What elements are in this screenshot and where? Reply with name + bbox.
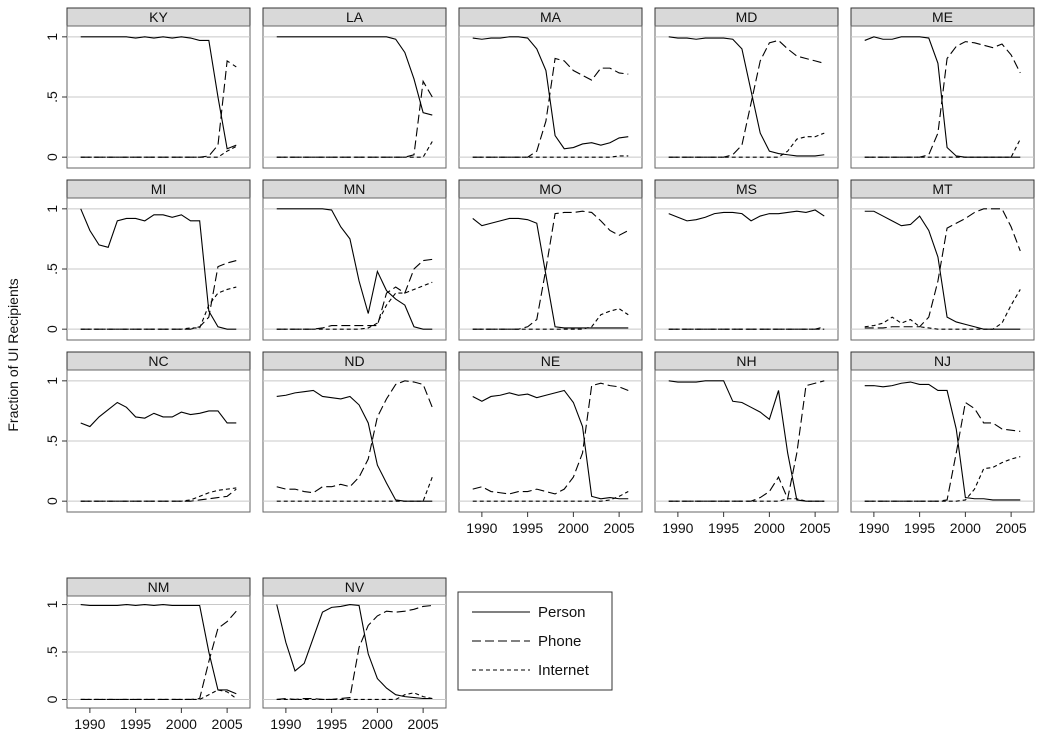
series-line (276, 603, 433, 700)
series-line (80, 36, 237, 150)
x-tick-label: 1990 (270, 716, 301, 732)
x-tick-label: 1995 (708, 520, 739, 536)
x-tick-label: 2000 (362, 716, 393, 732)
series-line (80, 610, 237, 701)
series-line (472, 36, 629, 150)
legend-label: Internet (538, 662, 590, 679)
panel-title: NE (541, 353, 560, 369)
panel-title: MS (736, 181, 757, 197)
panel-title: NH (736, 353, 756, 369)
panel-title: NJ (934, 353, 951, 369)
series-line (864, 456, 1021, 502)
x-tick-label: 2005 (800, 520, 831, 536)
series-line (864, 208, 1021, 329)
y-tick-label: 1 (44, 600, 60, 608)
series-line (276, 36, 433, 116)
series-line (864, 41, 1021, 158)
x-tick-label: 1995 (120, 716, 151, 732)
y-tick-label: 0 (44, 695, 60, 703)
series-line (80, 286, 237, 330)
x-tick-label: 1995 (904, 520, 935, 536)
series-line (472, 217, 629, 329)
y-tick-label: 0 (44, 325, 60, 333)
y-tick-label: 1 (44, 377, 60, 385)
panel-title: MA (540, 9, 562, 25)
y-tick-label: .5 (44, 263, 60, 275)
x-tick-label: 1995 (512, 520, 543, 536)
series-line (276, 258, 433, 330)
y-tick-label: 1 (44, 205, 60, 213)
series-line (276, 692, 433, 701)
x-tick-label: 1995 (316, 716, 347, 732)
series-line (80, 59, 237, 158)
x-tick-label: 2000 (754, 520, 785, 536)
panel-title: MO (539, 181, 562, 197)
series-line (668, 132, 825, 158)
panel-title: KY (149, 9, 168, 25)
legend-box (457, 591, 613, 691)
panel-title: NV (345, 579, 365, 595)
panel-title: LA (346, 9, 364, 25)
series-line (80, 689, 237, 701)
series-line (864, 138, 1021, 158)
y-tick-label: 0 (44, 153, 60, 161)
series-line (276, 208, 433, 330)
x-tick-label: 2000 (558, 520, 589, 536)
x-tick-label: 2005 (408, 716, 439, 732)
series-line (276, 380, 433, 494)
panel-title: MT (932, 181, 953, 197)
y-tick-label: .5 (44, 646, 60, 658)
series-line (472, 155, 629, 158)
series-line (80, 208, 237, 330)
series-line (80, 145, 237, 158)
y-tick-label: .5 (44, 91, 60, 103)
x-tick-label: 1990 (466, 520, 497, 536)
series-line (668, 498, 825, 502)
series-line (472, 491, 629, 502)
series-line (80, 401, 237, 428)
panel-title: ND (344, 353, 364, 369)
series-line (472, 389, 629, 500)
y-tick-label: 0 (44, 497, 60, 505)
series-line (276, 281, 433, 330)
series-line (668, 39, 825, 158)
series-line (668, 209, 825, 222)
series-line (668, 36, 825, 157)
legend-label: Phone (538, 633, 581, 650)
x-tick-label: 1990 (858, 520, 889, 536)
series-line (472, 210, 629, 330)
panel-title: ME (932, 9, 953, 25)
series-line (668, 380, 825, 502)
panel-title: MD (736, 9, 758, 25)
series-line (864, 381, 1021, 501)
series-line (864, 210, 1021, 330)
series-line (472, 382, 629, 495)
series-line (864, 289, 1021, 330)
x-tick-label: 1990 (74, 716, 105, 732)
x-tick-label: 2000 (950, 520, 981, 536)
series-line (276, 141, 433, 158)
series-line (472, 308, 629, 330)
series-line (276, 476, 433, 502)
series-line (276, 604, 433, 701)
legend-label: Person (538, 604, 586, 621)
x-tick-label: 2000 (166, 716, 197, 732)
x-tick-label: 2005 (604, 520, 635, 536)
panel-title: MI (151, 181, 167, 197)
x-tick-label: 1990 (662, 520, 693, 536)
x-tick-label: 2005 (212, 716, 243, 732)
y-tick-label: .5 (44, 435, 60, 447)
series-line (80, 603, 237, 695)
y-axis-label: Fraction of UI Recipients (5, 278, 21, 431)
panel-title: NC (148, 353, 168, 369)
series-line (80, 487, 237, 502)
series-line (668, 380, 825, 502)
y-tick-label: 1 (44, 33, 60, 41)
x-tick-label: 2005 (996, 520, 1027, 536)
panel-title: MN (344, 181, 366, 197)
panel-title: NM (148, 579, 170, 595)
